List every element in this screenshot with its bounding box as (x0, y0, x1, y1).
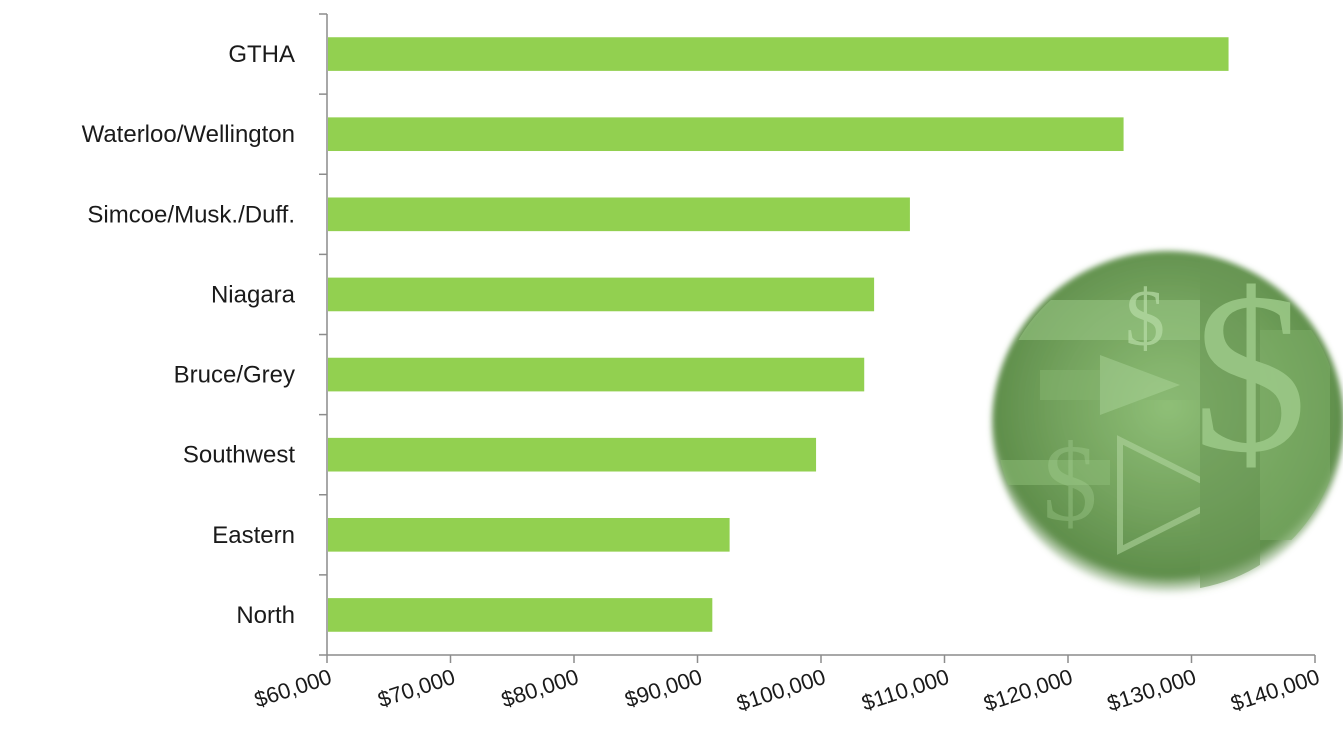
x-tick-label: $80,000 (498, 664, 581, 712)
x-tick-label: $140,000 (1228, 664, 1323, 716)
x-tick-label: $120,000 (981, 664, 1076, 716)
bar-bruce-grey (328, 357, 865, 392)
x-tick-label: $100,000 (734, 664, 829, 716)
x-tick-label: $90,000 (622, 664, 705, 712)
x-tick-label: $110,000 (859, 664, 952, 716)
x-tick-label: $60,000 (251, 664, 334, 712)
category-label: North (236, 602, 295, 629)
bar-waterloo-wellington (328, 117, 1124, 152)
bar-north (328, 598, 713, 632)
bar-eastern (328, 517, 730, 552)
dollar-sign-illustration-icon: $ $ $ (992, 245, 1343, 595)
category-label: Niagara (211, 281, 296, 308)
svg-text:$: $ (1043, 422, 1098, 544)
bar-southwest (328, 437, 817, 472)
category-label: Eastern (212, 522, 295, 549)
category-label: Simcoe/Musk./Duff. (87, 201, 295, 228)
x-tick-label: $130,000 (1104, 664, 1199, 716)
bar-gtha (328, 37, 1229, 71)
x-tick-label: $70,000 (375, 664, 458, 712)
bar-niagara (328, 277, 875, 312)
category-label: Waterloo/Wellington (82, 121, 295, 148)
category-label: Bruce/Grey (174, 362, 295, 389)
category-label: Southwest (183, 442, 295, 469)
bar-simcoe-musk-duff- (328, 197, 910, 232)
svg-text:$: $ (1125, 275, 1165, 363)
svg-text:$: $ (1193, 245, 1308, 500)
category-label: GTHA (228, 41, 295, 68)
